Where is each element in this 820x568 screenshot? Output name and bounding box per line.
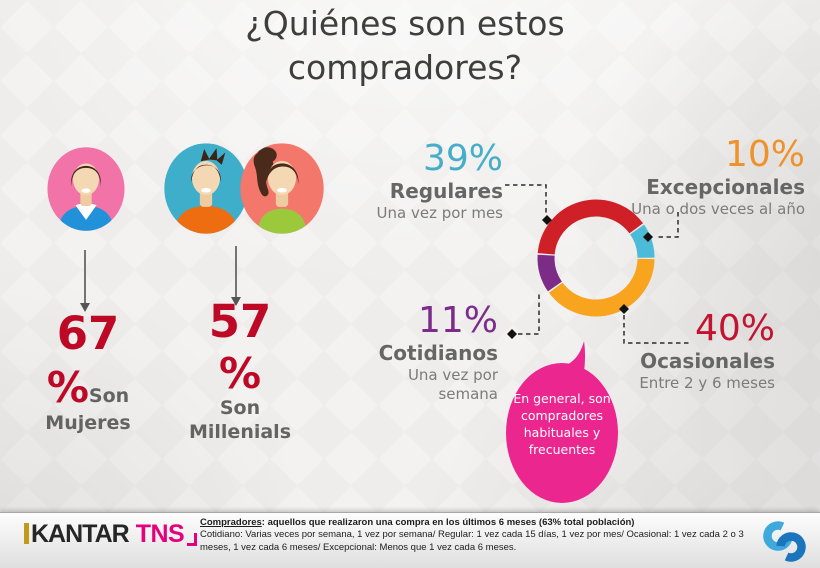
cc-logo-dark-c — [776, 532, 806, 562]
label-cotidianos: 11% Cotidianos Una vez por semana — [340, 300, 498, 403]
label-regulares-pct: 39% — [422, 138, 503, 179]
label-ocasionales: 40% Ocasionales Entre 2 y 6 meses — [615, 308, 775, 393]
kantar-tns-logo: KANTAR TNS — [24, 520, 198, 548]
millennial-woman-avatar-icon — [240, 143, 324, 234]
woman-avatar-icon — [47, 147, 125, 231]
connector-cotidianos — [518, 292, 540, 335]
label-regulares-desc: Una vez por mes — [376, 203, 503, 222]
label-ocasionales-pct: 40% — [694, 308, 775, 349]
donut-segment-ocasionales — [548, 258, 655, 317]
page-title: ¿Quiénes son estos compradores? — [245, 4, 565, 87]
stat-women-value: 67 — [56, 307, 120, 360]
label-regulares: 39% Regulares Una vez por mes — [340, 138, 503, 223]
marker-regulares-diamond — [542, 215, 552, 225]
methodology-term: Compradores — [200, 517, 262, 528]
label-ocasionales-name: Ocasionales — [640, 348, 775, 373]
donut-segment-excepcionales — [629, 224, 655, 259]
methodology-definition: Compradores: aquellos que realizaron una… — [200, 517, 762, 529]
stat-millennials-value: 57 — [208, 295, 272, 348]
stat-women-label: Son Mujeres — [45, 385, 131, 435]
connector-regulares — [505, 184, 547, 213]
methodology-definition-rest: : aquellos que realizaron una compra en … — [261, 517, 635, 528]
stat-millennials-label: Son Millenials — [188, 397, 291, 444]
label-cotidianos-desc: Una vez por semana — [407, 365, 498, 403]
methodology-detail: Cotidiano: Varias veces por semana, 1 ve… — [200, 529, 744, 553]
kantar-wordmark: KANTAR — [31, 520, 130, 548]
stat-millennials-percent-sign: % — [218, 349, 262, 399]
label-excepcionales: 10% Excepcionales Una o dos veces al año — [600, 134, 805, 219]
stat-millennials: 57 % Son Millenials — [184, 298, 296, 445]
stat-women-percent-sign: % — [46, 363, 89, 413]
label-cotidianos-name: Cotidianos — [378, 340, 498, 365]
tns-wordmark: TNS — [135, 520, 185, 548]
kantar-gold-bar — [24, 523, 29, 544]
label-excepcionales-name: Excepcionales — [646, 174, 805, 199]
marker-excepcionales-diamond — [643, 232, 653, 242]
footer-bar: KANTAR TNS Compradores: aquellos que rea… — [0, 512, 820, 568]
millennial-man-avatar-icon — [164, 143, 248, 234]
label-excepcionales-desc: Una o dos veces al año — [631, 199, 805, 218]
label-regulares-name: Regulares — [389, 178, 503, 203]
label-excepcionales-pct: 10% — [724, 134, 805, 175]
methodology-note: Compradores: aquellos que realizaron una… — [200, 517, 762, 554]
conclusion-text: En general, son compradores habituales y… — [513, 391, 611, 457]
donut-segment-cotidianos — [537, 254, 563, 292]
camara-comercio-logo-icon — [763, 521, 806, 562]
speech-bubble-tail — [556, 341, 586, 383]
stat-women: 67 %Son Mujeres — [28, 310, 148, 436]
label-cotidianos-pct: 11% — [417, 300, 498, 341]
marker-cotidianos-diamond — [507, 329, 517, 339]
label-ocasionales-desc: Entre 2 y 6 meses — [639, 373, 775, 392]
tns-flag-icon — [187, 533, 198, 546]
